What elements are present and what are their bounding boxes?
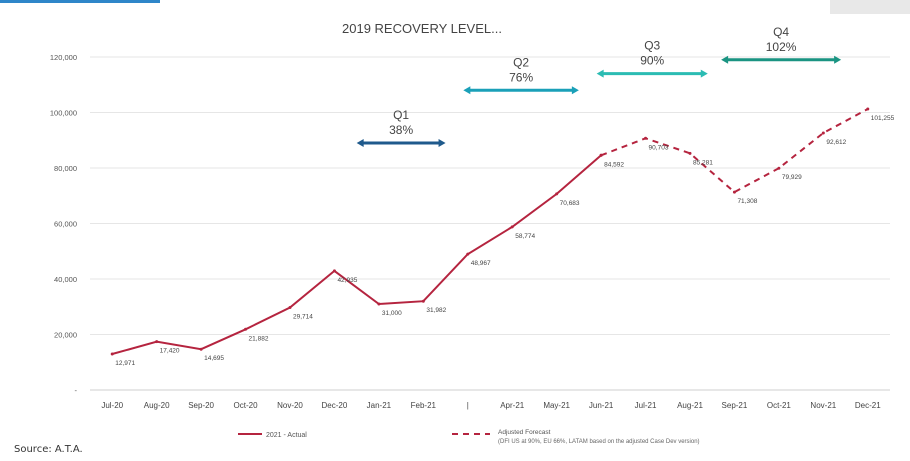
data-point [688, 151, 692, 155]
data-point [421, 299, 425, 303]
data-label: 48,967 [471, 260, 491, 267]
data-label: 58,774 [515, 233, 535, 240]
quarter-percent: 38% [389, 123, 413, 137]
data-point [288, 306, 292, 310]
y-tick-label: 80,000 [54, 164, 77, 173]
arrow-left-icon [356, 139, 364, 148]
data-label: 90,703 [649, 144, 669, 151]
quarter-percent: 76% [509, 70, 533, 84]
data-point [332, 269, 336, 273]
y-tick-label: 120,000 [50, 53, 77, 62]
top-accent-bar [0, 0, 160, 3]
quarter-label: Q2 [513, 55, 529, 69]
arrow-right-icon [834, 55, 842, 64]
quarter-label: Q1 [393, 108, 409, 122]
x-tick-label: Sep-20 [188, 401, 214, 410]
data-point [821, 131, 825, 135]
data-point [155, 340, 159, 344]
x-tick-label: Apr-21 [500, 401, 525, 410]
corner-panel [830, 0, 910, 14]
quarter-label: Q3 [644, 39, 660, 53]
legend: 2021 - Actual Adjusted Forecast (DFI US … [238, 429, 700, 445]
legend-actual-label: 2021 - Actual [266, 432, 307, 439]
quarter-percent: 102% [766, 40, 797, 54]
data-point [599, 153, 603, 157]
legend-forecast-note: (DFI US at 90%, EU 66%, LATAM based on t… [498, 439, 700, 445]
data-label: 92,612 [826, 139, 846, 146]
x-axis: Jul-20 Aug-20 Sep-20 Oct-20 Nov-20 Dec-20 Jan-… [90, 389, 890, 410]
chart-title: 2019 RECOVERY LEVEL... [342, 21, 502, 36]
data-point [377, 302, 381, 306]
quarter-label: Q4 [773, 25, 789, 39]
data-point [555, 192, 559, 196]
data-label: 101,255 [871, 115, 895, 122]
y-tick-label: - [75, 386, 78, 395]
data-label: 84,592 [604, 161, 624, 168]
x-tick-label: Oct-20 [234, 401, 259, 410]
x-tick-label: Aug-20 [144, 401, 170, 410]
data-labels: 12,971 17,420 14,695 21,882 29,714 42,935 31,0… [115, 115, 894, 367]
data-label: 85,281 [693, 159, 713, 166]
quarter-percent: 90% [640, 54, 664, 68]
data-point [866, 107, 870, 111]
data-label: 79,929 [782, 174, 802, 181]
x-tick-label: Nov-20 [277, 401, 303, 410]
data-point [510, 225, 514, 229]
x-tick-label: Oct-21 [767, 401, 792, 410]
arrow-left-icon [721, 55, 729, 64]
data-point [466, 252, 470, 256]
arrow-right-icon [438, 139, 446, 148]
x-tick-label: Jan-21 [367, 401, 392, 410]
data-label: 14,695 [204, 355, 224, 362]
y-axis: 120,000 100,000 80,000 60,000 40,000 20,000 - [50, 53, 78, 395]
data-label: 29,714 [293, 314, 313, 321]
x-tick-label: Jun-21 [589, 401, 614, 410]
x-tick-label: Aug-21 [677, 401, 703, 410]
arrow-right-icon [571, 86, 579, 95]
data-label: 31,000 [382, 310, 402, 317]
arrow-right-icon [700, 69, 708, 78]
forecast-series-line [600, 108, 869, 194]
data-point [777, 166, 781, 170]
data-label: 70,683 [560, 200, 580, 207]
y-tick-label: 100,000 [50, 109, 77, 118]
arrow-left-icon [463, 86, 471, 95]
data-point [732, 190, 736, 194]
legend-forecast-label: Adjusted Forecast [498, 429, 551, 436]
x-tick-label: Feb-21 [411, 401, 437, 410]
x-tick-label: | [467, 401, 469, 410]
data-point [110, 352, 114, 356]
y-tick-label: 20,000 [54, 331, 77, 340]
data-point [644, 136, 648, 140]
x-tick-label: Jul-20 [101, 401, 123, 410]
x-tick-label: Dec-20 [322, 401, 348, 410]
data-label: 21,882 [249, 335, 269, 342]
x-tick-label: May-21 [543, 401, 570, 410]
arrow-left-icon [596, 69, 604, 78]
data-point [244, 327, 248, 331]
x-tick-label: Dec-21 [855, 401, 881, 410]
source-note: Source: A.T.A. [14, 444, 83, 455]
data-label: 31,982 [426, 307, 446, 314]
data-label: 42,935 [337, 277, 357, 284]
y-tick-label: 60,000 [54, 220, 77, 229]
series-lines [110, 107, 870, 356]
x-tick-label: Jul-21 [635, 401, 657, 410]
data-label: 71,308 [737, 198, 757, 205]
data-label: 12,971 [115, 360, 135, 367]
actual-series-line [111, 154, 602, 355]
data-label: 17,420 [160, 348, 180, 355]
x-tick-label: Nov-21 [810, 401, 836, 410]
data-point [199, 347, 203, 351]
grid-lines [90, 56, 890, 335]
x-tick-label: Sep-21 [722, 401, 748, 410]
y-tick-label: 40,000 [54, 275, 77, 284]
